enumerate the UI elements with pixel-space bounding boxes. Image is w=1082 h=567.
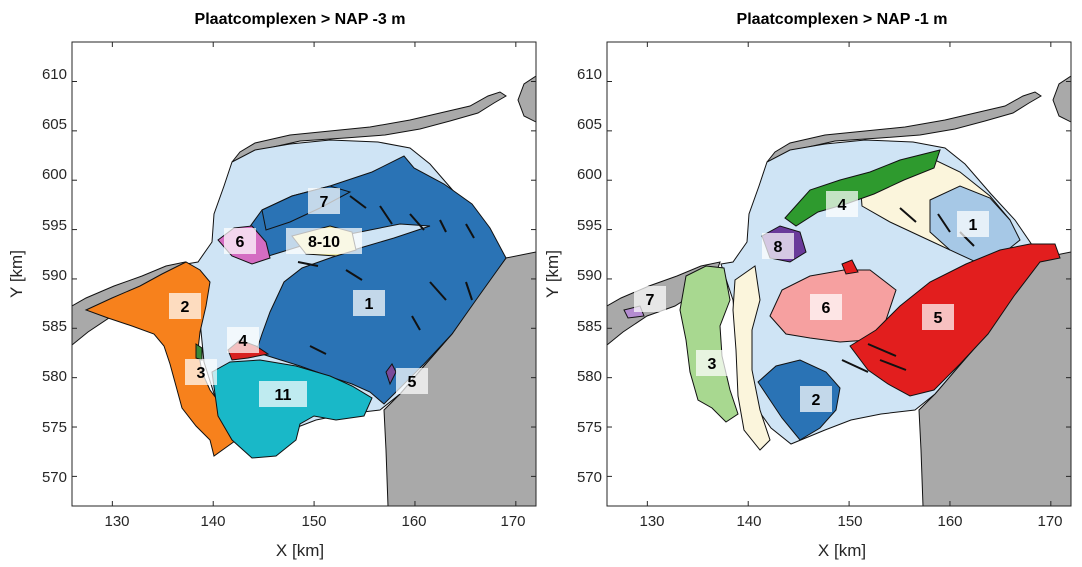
y-axis-label-right: Y [km] — [543, 250, 562, 298]
region-label-left-2: 2 — [169, 293, 201, 319]
region-label-text-right-7: 7 — [646, 292, 655, 309]
ytick-label-left-0: 570 — [42, 469, 67, 486]
region-label-text-left-3: 3 — [197, 365, 206, 382]
ytick-label-right-7: 605 — [577, 116, 602, 133]
land-northeast-right — [1052, 75, 1071, 123]
region-label-text-right-8: 8 — [774, 239, 783, 256]
region-label-text-left-11: 11 — [275, 387, 292, 404]
y-axis-label-left: Y [km] — [7, 250, 26, 298]
map-area-right — [607, 42, 1071, 506]
land-northeast-left — [517, 75, 536, 123]
xtick-label-right-3: 160 — [937, 513, 962, 530]
region-label-text-left-1: 1 — [365, 296, 374, 313]
ytick-label-left-4: 590 — [42, 267, 67, 284]
ytick-label-left-1: 575 — [42, 419, 67, 436]
ytick-label-right-0: 570 — [577, 469, 602, 486]
region-label-right-2: 2 — [800, 386, 832, 412]
region-label-text-right-1: 1 — [969, 217, 978, 234]
ytick-label-right-8: 610 — [577, 66, 602, 83]
region-label-left-8-10: 8-10 — [286, 228, 362, 254]
region-shape-beige2-right — [732, 265, 771, 451]
region-label-right-7: 7 — [634, 286, 666, 312]
region-label-text-left-4: 4 — [239, 333, 248, 350]
ytick-label-right-2: 580 — [577, 368, 602, 385]
map-panel-left: Plaatcomplexen > NAP -3 m — [7, 11, 537, 560]
region-label-right-4: 4 — [826, 191, 858, 217]
ytick-label-left-2: 580 — [42, 368, 67, 385]
xtick-label-right-1: 140 — [736, 513, 761, 530]
region-label-left-3: 3 — [185, 359, 217, 385]
ytick-label-right-6: 600 — [577, 166, 602, 183]
xtick-label-left-3: 160 — [401, 513, 426, 530]
x-axis-label-left: X [km] — [276, 541, 324, 560]
region-shape-4-right — [784, 149, 941, 227]
xtick-label-right-4: 170 — [1037, 513, 1062, 530]
region-label-text-right-6: 6 — [822, 300, 831, 317]
xtick-label-left-2: 150 — [301, 513, 326, 530]
axes-frame-left — [71, 41, 537, 507]
region-label-text-right-2: 2 — [812, 392, 821, 409]
region-label-text-left-6: 6 — [236, 234, 245, 251]
map-panel-right: Plaatcomplexen > NAP -1 m — [543, 11, 1072, 560]
region-label-left-4: 4 — [227, 327, 259, 353]
region-shape-3-right — [679, 265, 739, 423]
region-label-left-6: 6 — [224, 228, 256, 254]
channel-lines-left — [297, 195, 475, 355]
xtick-label-right-0: 130 — [639, 513, 664, 530]
region-label-text-left-5: 5 — [408, 374, 417, 391]
region-label-text-left-7: 7 — [320, 194, 329, 211]
region-label-text-right-5: 5 — [934, 310, 943, 327]
ytick-label-right-5: 595 — [577, 217, 602, 234]
tick-marks-left — [72, 42, 536, 506]
ytick-label-left-8: 610 — [42, 66, 67, 83]
region-label-right-5: 5 — [922, 304, 954, 330]
region-label-right-3: 3 — [696, 350, 728, 376]
region-label-left-5: 5 — [396, 368, 428, 394]
xtick-label-left-0: 130 — [104, 513, 129, 530]
land-north-left — [231, 91, 507, 163]
region-label-left-11: 11 — [259, 381, 307, 407]
region-label-left-7: 7 — [308, 188, 340, 214]
region-label-right-8: 8 — [762, 233, 794, 259]
xtick-label-left-4: 170 — [500, 513, 525, 530]
region-label-text-left-8-10: 8-10 — [308, 234, 340, 251]
region-label-right-6: 6 — [810, 294, 842, 320]
ytick-label-right-4: 590 — [577, 267, 602, 284]
ytick-label-left-7: 605 — [42, 116, 67, 133]
xtick-label-left-1: 140 — [200, 513, 225, 530]
region-label-text-right-4: 4 — [838, 197, 847, 214]
axes-frame-right — [606, 41, 1072, 507]
ytick-label-right-1: 575 — [577, 419, 602, 436]
region-shape-2-right — [757, 359, 841, 441]
tick-marks-right — [607, 42, 1071, 506]
panel-title-right: Plaatcomplexen > NAP -1 m — [737, 11, 948, 28]
region-label-text-left-2: 2 — [181, 299, 190, 316]
ytick-label-left-3: 585 — [42, 318, 67, 335]
region-label-right-1: 1 — [957, 211, 989, 237]
region-label-left-1: 1 — [353, 290, 385, 316]
ytick-label-left-5: 595 — [42, 217, 67, 234]
panel-title-left: Plaatcomplexen > NAP -3 m — [195, 11, 406, 28]
x-axis-label-right: X [km] — [818, 541, 866, 560]
ytick-label-left-6: 600 — [42, 166, 67, 183]
region-label-text-right-3: 3 — [708, 356, 717, 373]
map-area-left — [72, 42, 536, 506]
land-north-right — [766, 91, 1042, 163]
xtick-label-right-2: 150 — [837, 513, 862, 530]
region-shape-5-right — [849, 243, 1061, 397]
ytick-label-right-3: 585 — [577, 318, 602, 335]
region-shape-11-left — [211, 359, 373, 459]
region-shape-5b-right — [841, 259, 859, 275]
